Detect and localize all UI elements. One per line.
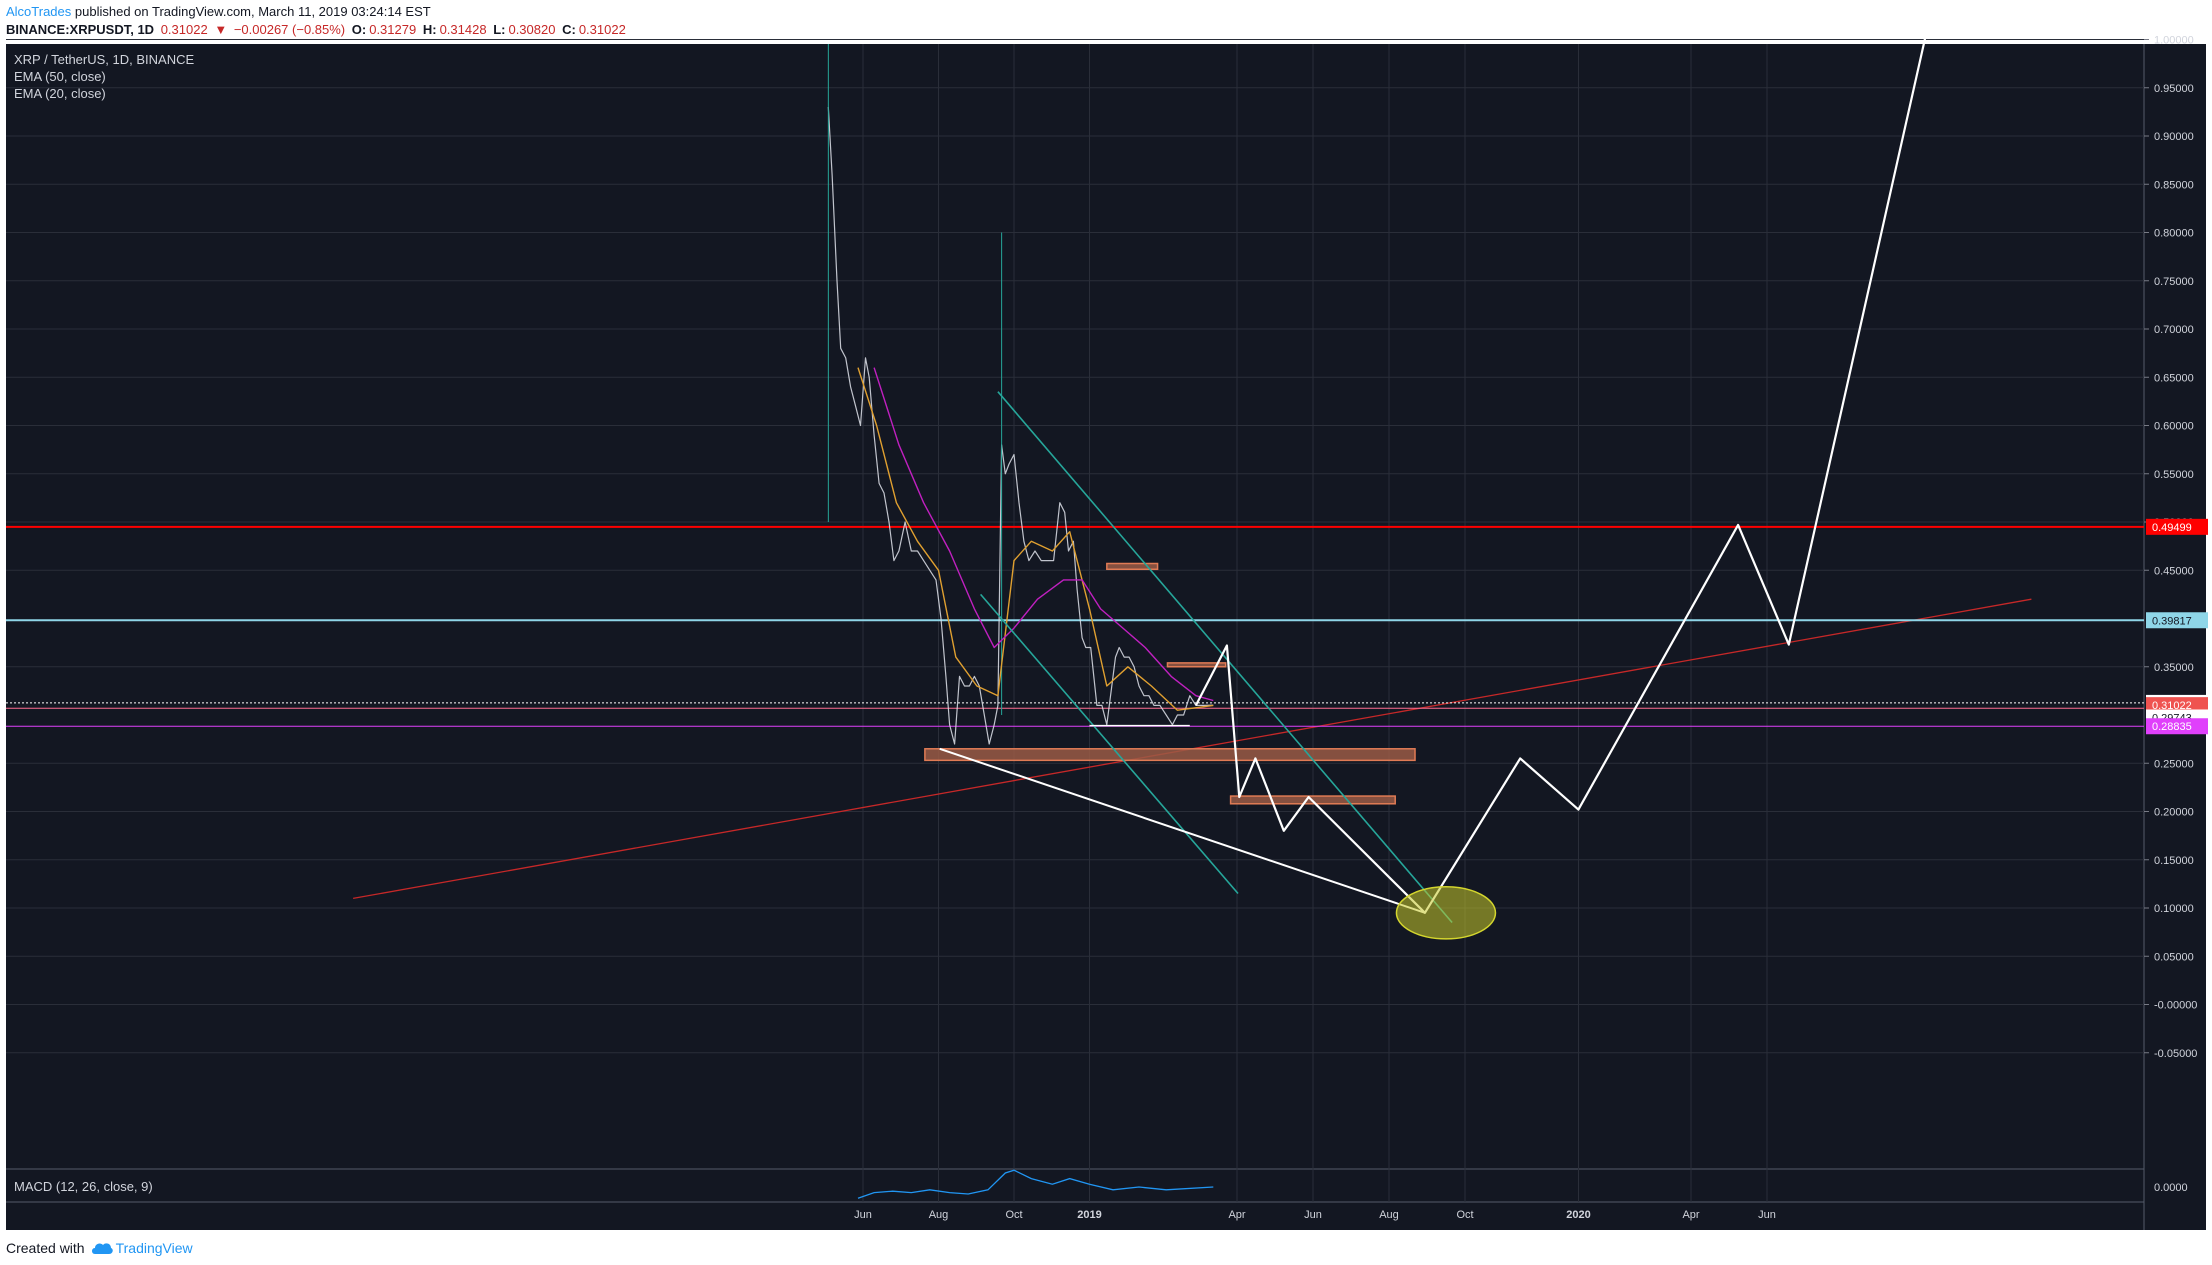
y-tick-label: 0.10000 <box>2154 903 2194 915</box>
x-tick-label: Jun <box>854 1209 872 1221</box>
price-label-box <box>2146 612 2208 629</box>
tradingview-link[interactable]: TradingView <box>115 1240 193 1256</box>
y-tick-label: 0.65000 <box>2154 372 2194 384</box>
x-tick-label: Oct <box>1005 1209 1022 1221</box>
price-series <box>827 44 1214 745</box>
x-tick-label: 2019 <box>1077 1209 1101 1221</box>
open-label: O: <box>351 22 367 37</box>
x-tick-label: Apr <box>1228 1209 1245 1221</box>
publish-info: AlcoTrades published on TradingView.com,… <box>6 4 431 19</box>
price-line <box>827 106 1214 745</box>
price-label-text: 0.31022 <box>2152 700 2192 712</box>
macd-zero-label: 0.0000 <box>2154 1182 2188 1194</box>
price-label-box <box>2146 518 2208 535</box>
footer: Created with TradingView <box>6 1240 193 1256</box>
drawings <box>939 5 1934 940</box>
forecast-zigzag <box>1194 5 1934 914</box>
down-triangle-icon: ▼ <box>214 22 228 37</box>
x-tick-label: Jun <box>1304 1209 1322 1221</box>
close-value-ohlc: 0.31022 <box>578 22 626 37</box>
y-tick-label: 0.70000 <box>2154 324 2194 336</box>
time-axis: Jun Aug Oct 2019 Apr Jun Aug Oct 2020 Apr Jun <box>854 1209 1776 1221</box>
y-tick-label: -0.05000 <box>2154 1048 2197 1060</box>
symbol-label: BINANCE:XRPUSDT, 1D <box>6 22 155 37</box>
price-label-box <box>2146 697 2208 714</box>
published-text: published on TradingView.com, March 11, … <box>74 4 431 19</box>
y-tick-label: 0.05000 <box>2154 951 2194 963</box>
high-value: 0.31428 <box>439 22 487 37</box>
horizontal-levels <box>6 525 2144 727</box>
tradingview-cloud-icon <box>91 1243 113 1254</box>
legend-ema20: EMA (20, close) <box>14 86 106 101</box>
change-value: −0.00267 (−0.85%) <box>233 22 346 37</box>
x-tick-label: Aug <box>1379 1209 1399 1221</box>
y-tick-label: 1.00000 <box>2154 35 2194 47</box>
lower-trend-line <box>939 747 1426 914</box>
y-tick-label: 0.15000 <box>2154 855 2194 867</box>
author-link[interactable]: AlcoTrades <box>6 4 72 19</box>
y-tick-label: 0.80000 <box>2154 228 2194 240</box>
y-tick-label: 0.85000 <box>2154 179 2194 191</box>
close-label: C: <box>562 22 576 37</box>
y-tick-label: 0.75000 <box>2154 276 2194 288</box>
x-tick-label: Jun <box>1758 1209 1776 1221</box>
ema50-line <box>873 367 1214 702</box>
macd-pane: 0.0000 <box>857 1169 2188 1199</box>
legend-ema50: EMA (50, close) <box>14 69 106 84</box>
x-tick-label: Aug <box>929 1209 949 1221</box>
price-axis: 1.050001.000000.950000.900000.850000.800… <box>2144 35 2208 1060</box>
high-label: H: <box>422 22 437 37</box>
price-label-text: 0.28835 <box>2152 721 2192 733</box>
created-with-text: Created with <box>6 1240 85 1256</box>
legend-pair: XRP / TetherUS, 1D, BINANCE <box>14 52 194 67</box>
y-tick-label: 0.95000 <box>2154 83 2194 95</box>
y-tick-label: 0.20000 <box>2154 807 2194 819</box>
y-tick-label: 0.90000 <box>2154 131 2194 143</box>
open-value: 0.31279 <box>369 22 417 37</box>
macd-label: MACD (12, 26, close, 9) <box>14 1179 153 1194</box>
close-value: 0.31022 <box>160 22 208 37</box>
target-ellipse <box>1395 886 1497 940</box>
supply-zone-small <box>1106 562 1159 571</box>
ema20-line <box>857 367 1214 711</box>
low-value: 0.30820 <box>508 22 556 37</box>
price-label-box <box>2146 718 2208 735</box>
y-tick-label: 0.55000 <box>2154 469 2194 481</box>
low-label: L: <box>493 22 506 37</box>
channel-lower-line <box>979 593 1239 895</box>
x-tick-label: Apr <box>1682 1209 1699 1221</box>
channel-upper-line <box>997 391 1453 924</box>
y-tick-label: 0.25000 <box>2154 758 2194 770</box>
chart-background <box>6 44 2206 1230</box>
price-label-text: 0.49499 <box>2152 522 2192 534</box>
x-tick-label: Oct <box>1456 1209 1473 1221</box>
resistance-zone-small <box>1166 662 1227 668</box>
grid <box>6 39 2144 1202</box>
symbol-ohlc-bar: BINANCE:XRPUSDT, 1D 0.31022 ▼ −0.00267 (… <box>6 22 629 37</box>
price-label-text: 0.39817 <box>2152 615 2192 627</box>
y-tick-label: 0.35000 <box>2154 662 2194 674</box>
demand-zone-wide <box>924 748 1416 762</box>
y-tick-label: 0.45000 <box>2154 565 2194 577</box>
macd-line <box>857 1169 1214 1199</box>
y-tick-label: -0.00000 <box>2154 1000 2197 1012</box>
y-tick-label: 0.60000 <box>2154 421 2194 433</box>
x-tick-label: 2020 <box>1566 1209 1590 1221</box>
